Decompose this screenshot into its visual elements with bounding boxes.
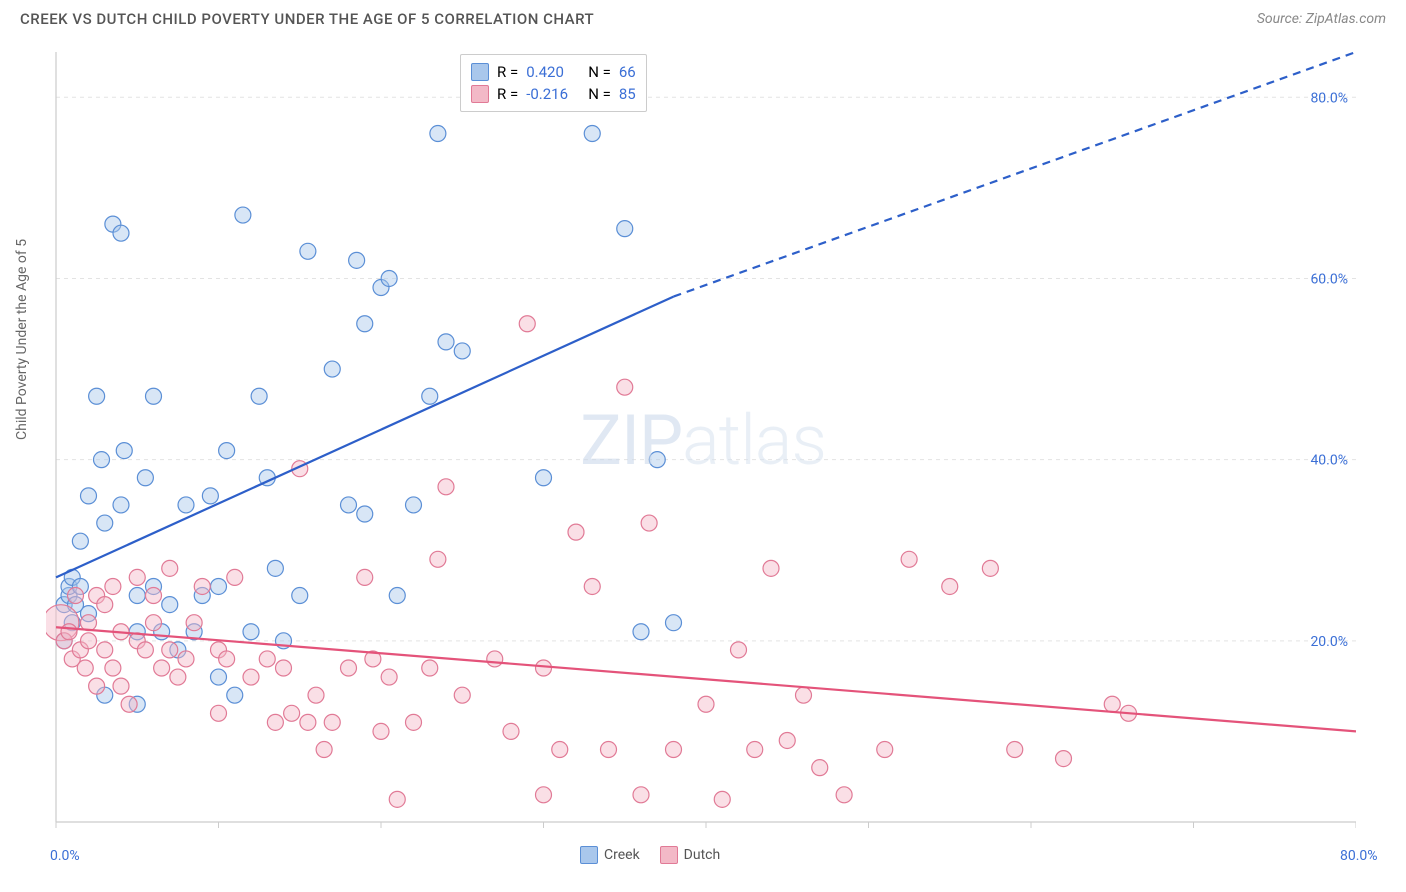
scatter-chart: 20.0% 40.0% 60.0% 80.0% [46,42,1356,832]
chart-area: 20.0% 40.0% 60.0% 80.0% [46,42,1386,842]
n-label: N = [588,61,611,83]
r-value-creek: 0.420 [526,61,580,83]
series-legend: Creek Dutch [580,846,720,864]
svg-text:20.0%: 20.0% [1310,634,1348,650]
svg-text:80.0%: 80.0% [1310,90,1348,106]
legend-label-creek: Creek [604,847,640,863]
chart-source: Source: ZipAtlas.com [1257,11,1386,27]
x-axis-max-label: 80.0% [1340,848,1378,864]
legend-item-creek: Creek [580,846,640,864]
chart-title: CREEK VS DUTCH CHILD POVERTY UNDER THE A… [20,10,594,28]
n-value-dutch: 85 [619,83,636,105]
svg-text:60.0%: 60.0% [1310,271,1348,287]
x-axis-min-label: 0.0% [50,848,80,864]
swatch-creek [471,63,489,81]
chart-header: CREEK VS DUTCH CHILD POVERTY UNDER THE A… [0,0,1406,32]
y-axis-label: Child Poverty Under the Age of 5 [14,239,30,440]
n-label: N = [588,83,611,105]
legend-item-dutch: Dutch [660,846,721,864]
swatch-dutch [471,85,489,103]
r-value-dutch: -0.216 [526,83,580,105]
n-value-creek: 66 [619,61,636,83]
legend-row-creek: R = 0.420 N = 66 [471,61,636,83]
legend-label-dutch: Dutch [684,847,721,863]
swatch-creek-bottom [580,846,598,864]
legend-row-dutch: R = -0.216 N = 85 [471,83,636,105]
r-label: R = [497,61,518,83]
r-label: R = [497,83,518,105]
svg-text:40.0%: 40.0% [1310,453,1348,469]
swatch-dutch-bottom [660,846,678,864]
correlation-legend: R = 0.420 N = 66 R = -0.216 N = 85 [460,54,647,112]
